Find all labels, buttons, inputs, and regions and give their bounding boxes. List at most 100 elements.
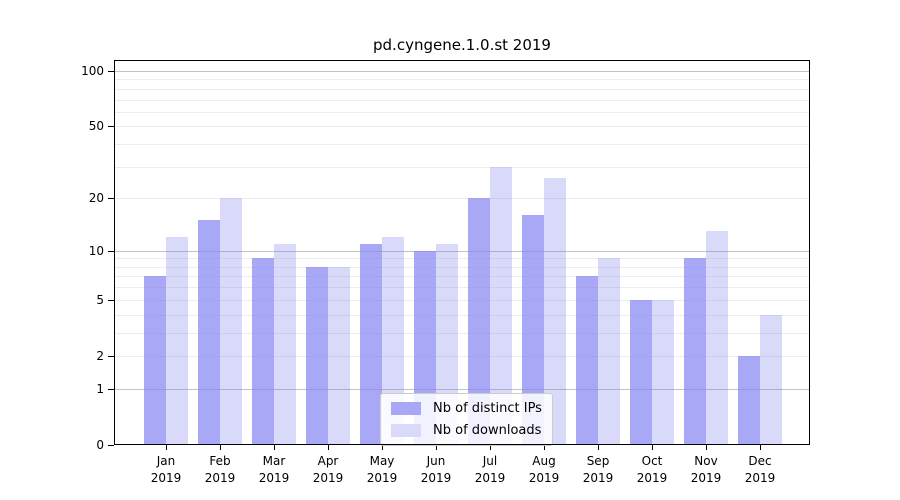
x-tick-mark xyxy=(490,445,491,450)
bar-distinct-ips-oct xyxy=(630,299,652,445)
x-tick-mark xyxy=(544,445,545,450)
chart-title: pd.cyngene.1.0.st 2019 xyxy=(373,36,551,54)
plot-area: 0 1 2 5 10 20 50 100 Jan 2019 Feb 2019 Mar 2019 Apr 20… xyxy=(81,60,810,485)
gridline-minor xyxy=(114,111,810,113)
bar-distinct-ips-jul xyxy=(468,198,490,445)
x-tick-year: 2019 xyxy=(420,471,452,485)
y-axis-tick-label: 0 xyxy=(96,438,104,452)
x-tick-year: 2019 xyxy=(744,471,776,485)
x-tick-mark xyxy=(652,445,653,450)
x-tick-month: Oct xyxy=(641,454,663,468)
x-tick-month: Aug xyxy=(532,454,556,468)
x-axis-tick-label: Mar 2019 xyxy=(247,453,301,487)
y-axis-tick-label: 5 xyxy=(96,292,104,307)
x-axis-tick-label: Jun 2019 xyxy=(409,453,463,487)
x-axis-tick-label: Aug 2019 xyxy=(517,453,571,487)
x-tick-mark xyxy=(382,445,383,450)
y-axis-tick-label: 20 xyxy=(88,191,104,206)
y-tick-mark xyxy=(108,198,114,200)
bar-distinct-ips-apr xyxy=(306,266,328,445)
x-tick-mark xyxy=(220,445,221,450)
bar-distinct-ips-dec xyxy=(738,355,760,445)
bar-downloads-dec xyxy=(760,314,782,445)
y-tick-mark xyxy=(108,388,114,390)
x-tick-year: 2019 xyxy=(312,471,344,485)
legend-swatch-distinct-ips xyxy=(391,402,421,415)
x-axis-tick-label: Dec 2019 xyxy=(733,453,787,487)
legend-label-downloads: Nb of downloads xyxy=(433,423,542,438)
bar-downloads-jul xyxy=(490,166,512,445)
x-axis-tick-label: Apr 2019 xyxy=(301,453,355,487)
gridline-minor xyxy=(114,166,810,168)
bar-distinct-ips-feb xyxy=(198,220,220,445)
bar-downloads-feb xyxy=(220,198,242,445)
x-axis-tick-label: May 2019 xyxy=(355,453,409,487)
gridline-minor xyxy=(114,355,810,357)
y-axis-tick-label: 1 xyxy=(96,381,104,396)
x-tick-month: Jul xyxy=(482,454,498,468)
y-tick-mark xyxy=(108,71,114,72)
x-tick-month: Feb xyxy=(209,454,231,468)
gridline-minor xyxy=(114,258,810,260)
legend-entry-downloads: Nb of downloads xyxy=(391,422,542,439)
gridline-minor xyxy=(114,276,810,278)
gridline-major xyxy=(114,71,810,72)
legend-entry-distinct-ips: Nb of distinct IPs xyxy=(391,400,542,417)
x-axis-tick-label: Oct 2019 xyxy=(625,453,679,487)
gridline-major xyxy=(114,250,810,252)
gridline-minor xyxy=(114,99,810,101)
legend-swatch-downloads xyxy=(391,424,421,437)
x-tick-month: Nov xyxy=(694,454,718,468)
bar-downloads-aug xyxy=(544,177,566,445)
legend: Nb of distinct IPs Nb of downloads xyxy=(380,393,553,446)
y-tick-mark xyxy=(108,355,114,357)
x-tick-mark xyxy=(166,445,167,450)
bar-downloads-apr xyxy=(328,266,350,445)
y-tick-mark xyxy=(108,299,114,301)
bar-downloads-oct xyxy=(652,299,674,445)
x-tick-month: Apr xyxy=(317,454,339,468)
gridline-major xyxy=(114,388,810,390)
gridline-minor xyxy=(114,266,810,268)
bar-downloads-sep xyxy=(598,258,620,445)
gridline-minor xyxy=(114,126,810,128)
x-tick-mark xyxy=(598,445,599,450)
x-tick-year: 2019 xyxy=(582,471,614,485)
x-tick-mark xyxy=(328,445,329,450)
x-tick-month: Jan xyxy=(156,454,176,468)
x-tick-month: May xyxy=(369,454,395,468)
y-axis-tick-label: 50 xyxy=(88,119,104,134)
bar-distinct-ips-jan xyxy=(144,276,166,445)
bar-distinct-ips-aug xyxy=(522,215,544,445)
x-tick-year: 2019 xyxy=(474,471,506,485)
gridline-minor xyxy=(114,299,810,301)
bar-downloads-jan xyxy=(166,237,188,445)
x-tick-mark xyxy=(274,445,275,450)
y-tick-mark xyxy=(108,445,114,446)
x-tick-month: Jun xyxy=(426,454,446,468)
x-tick-year: 2019 xyxy=(690,471,722,485)
x-axis-tick-label: Jan 2019 xyxy=(139,453,193,487)
gridline-minor xyxy=(114,287,810,289)
gridline-minor xyxy=(114,88,810,90)
y-tick-mark xyxy=(108,250,114,252)
x-tick-year: 2019 xyxy=(636,471,668,485)
y-axis-tick-label: 2 xyxy=(96,348,104,363)
bar-distinct-ips-mar xyxy=(252,258,274,445)
bar-downloads-mar xyxy=(274,243,296,445)
x-tick-year: 2019 xyxy=(150,471,182,485)
x-tick-month: Mar xyxy=(262,454,286,468)
x-tick-mark xyxy=(706,445,707,450)
gridline-minor xyxy=(114,314,810,316)
x-axis-tick-label: Sep 2019 xyxy=(571,453,625,487)
gridline-minor xyxy=(114,332,810,334)
x-axis-tick-label: Feb 2019 xyxy=(193,453,247,487)
x-tick-month: Sep xyxy=(586,454,610,468)
gridline-minor xyxy=(114,144,810,146)
y-tick-mark xyxy=(108,126,114,128)
x-axis-tick-label: Nov 2019 xyxy=(679,453,733,487)
bar-downloads-nov xyxy=(706,231,728,445)
y-axis-tick-label: 100 xyxy=(81,64,104,78)
bar-distinct-ips-may xyxy=(360,243,382,445)
